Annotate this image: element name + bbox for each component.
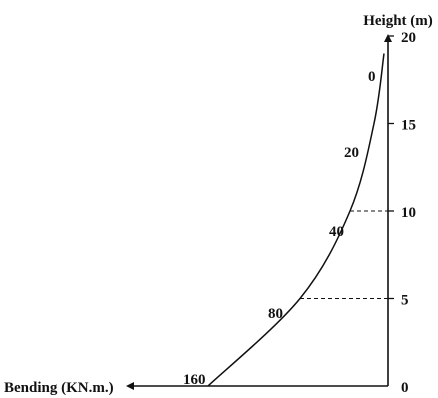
y-tick-label: 10 — [401, 205, 416, 221]
point-label: 160 — [183, 372, 206, 388]
y-tick-label: 20 — [401, 30, 416, 46]
y-tick-label: 0 — [401, 380, 409, 396]
y-tick-labels: 0 5 10 15 20 — [388, 30, 416, 396]
point-label: 80 — [268, 306, 283, 322]
point-labels: 0 20 40 80 160 — [183, 69, 376, 388]
point-label: 20 — [344, 145, 359, 161]
y-tick-label: 5 — [401, 293, 409, 309]
dashed-guides — [300, 210, 388, 300]
point-label: 0 — [368, 69, 376, 85]
point-label: 40 — [329, 224, 344, 240]
x-axis-label: Bending (KN.m.) — [4, 380, 114, 396]
y-axis-label: Height (m) — [363, 13, 433, 29]
y-tick-label: 15 — [401, 118, 416, 134]
bending-curve — [207, 53, 385, 387]
